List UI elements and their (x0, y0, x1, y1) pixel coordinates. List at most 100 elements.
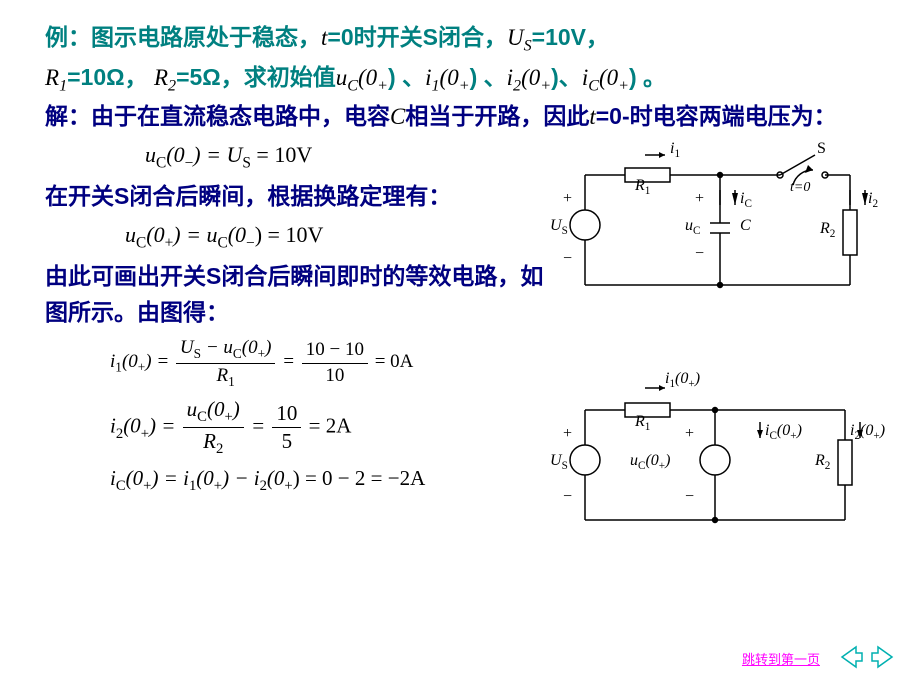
label-i2: i2 (868, 190, 878, 210)
text: )、 (551, 64, 582, 90)
text: (0 (122, 351, 138, 372)
text: ) 。 (629, 64, 666, 90)
text: (0 (242, 337, 258, 358)
text: = 0A (375, 351, 414, 372)
text: ) = 0 − 2 = −2A (293, 466, 426, 490)
solution-line2: 在开关S闭合后瞬间，根据换路定理有： (45, 179, 545, 215)
sub: − (246, 234, 255, 251)
sub: + (459, 77, 470, 94)
var-uC: u (336, 65, 348, 90)
var: u (187, 397, 198, 421)
text: − u (201, 337, 233, 358)
den: 10 (302, 364, 368, 389)
num: 10 (272, 400, 301, 428)
sub: + (224, 409, 232, 425)
var-R2: R (154, 65, 168, 90)
text: ) = i (151, 466, 189, 490)
sub: + (540, 77, 551, 94)
fraction: 10 5 (272, 400, 301, 456)
text: ) = (145, 351, 169, 372)
label-minus2: − (685, 488, 694, 506)
text: ) − i (222, 466, 260, 490)
text: = (282, 351, 300, 372)
sub: 1 (115, 360, 122, 375)
text: 解：由于在直流稳态电路中，电容 (45, 103, 390, 129)
sub: C (217, 234, 227, 251)
text: (0 (228, 222, 246, 247)
label-plus1: + (563, 425, 572, 443)
text: (0 (166, 142, 184, 167)
num: 10 − 10 (302, 338, 368, 364)
text: ) = (149, 413, 175, 437)
label-minus1: − (563, 488, 572, 506)
sub: 1 (432, 77, 440, 94)
nav-arrows-svg (840, 645, 895, 670)
problem-text: =0时开关S闭合， (327, 24, 507, 50)
sub: C (588, 77, 599, 94)
fraction: 10 − 10 10 (302, 338, 368, 388)
text: = 2A (309, 413, 352, 437)
var-C: C (390, 104, 405, 129)
label-US: US (550, 452, 568, 472)
sub: S (242, 154, 251, 171)
text: 在开关S闭合后瞬间，根据换路定理有： (45, 183, 451, 209)
label-i1: i1 (670, 140, 680, 160)
sub: C (233, 346, 242, 361)
sub: 2 (260, 478, 267, 494)
sub: 2 (168, 77, 176, 94)
sub: S (194, 346, 201, 361)
text: ) = U (193, 142, 242, 167)
text: 由此可画出开关S闭合后瞬间即时的等效电路，如图所示。由图得： (45, 263, 543, 325)
label-R1: R1 (635, 413, 650, 433)
sub: 2 (216, 441, 223, 457)
sub: 1 (228, 373, 235, 388)
sub: S (524, 38, 532, 55)
sub: C (197, 409, 207, 425)
sub: + (284, 478, 292, 494)
text: = (251, 413, 270, 437)
label-plus1: + (563, 190, 572, 208)
text: ) 、 (388, 64, 425, 90)
text: = 10V (251, 142, 312, 167)
label-C: C (740, 217, 751, 235)
text: 相当于开路，因此 (405, 103, 589, 129)
circuit-diagram-1: i1 S R1 t=0 i2 + − US + − uC iC C R2 (555, 135, 875, 305)
label-plus2: + (685, 425, 694, 443)
label-R1: R1 (635, 177, 650, 197)
text: ) 、 (470, 64, 507, 90)
next-arrow-icon[interactable] (872, 647, 892, 667)
prev-arrow-icon[interactable] (842, 647, 862, 667)
problem-text: =10Ω， (67, 64, 147, 90)
sub: C (116, 478, 126, 494)
sub: + (214, 478, 222, 494)
var: u (145, 142, 156, 167)
sub: + (165, 234, 174, 251)
var-US: U (507, 25, 524, 50)
text: (0 (123, 413, 141, 437)
paren: (0 (440, 65, 459, 90)
text: ) (265, 337, 271, 358)
label-i1: i1(0+) (665, 370, 700, 390)
sub: + (258, 346, 266, 361)
sub: + (618, 77, 629, 94)
problem-text: =10V， (532, 24, 609, 50)
text: (0 (196, 466, 214, 490)
label-plus2: + (695, 190, 704, 208)
label-uC: uC(0+) (630, 452, 670, 472)
circuit2-svg (555, 360, 895, 540)
label-minus2: − (695, 245, 704, 263)
label-uC: uC (685, 217, 700, 237)
goto-first-page-link[interactable]: 跳转到第一页 (742, 649, 820, 668)
sub: − (185, 154, 194, 171)
label-iC: iC(0+) (765, 422, 802, 442)
var: U (180, 337, 194, 358)
sub: + (377, 77, 388, 94)
label-minus1: − (563, 250, 572, 268)
den: 5 (272, 428, 301, 455)
text: ) = 10V (255, 222, 324, 247)
nav-arrows (840, 645, 895, 675)
label-US: US (550, 217, 568, 237)
solution-line3: 由此可画出开关S闭合后瞬间即时的等效电路，如图所示。由图得： (45, 259, 545, 330)
paren: (0 (358, 65, 377, 90)
text: (0 (146, 222, 164, 247)
